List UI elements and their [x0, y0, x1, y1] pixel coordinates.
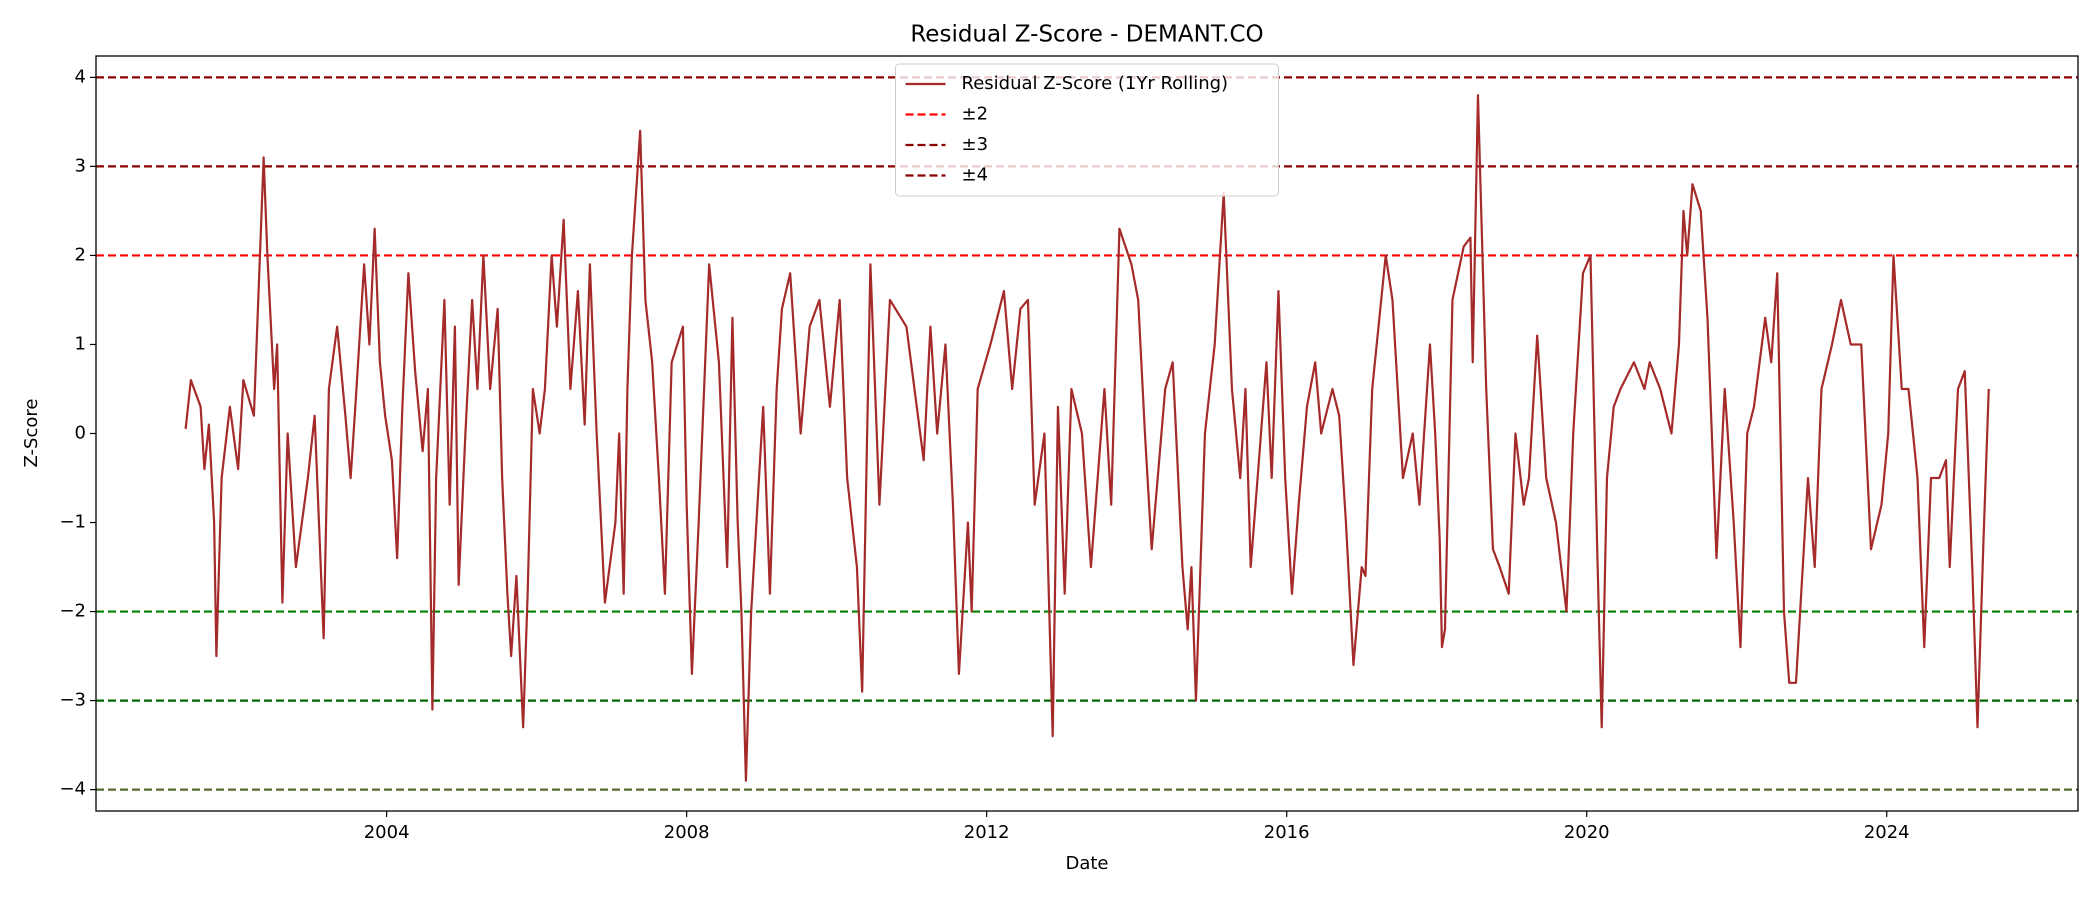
- x-tick-label: 2012: [964, 822, 1010, 843]
- y-tick-label: 1: [75, 333, 86, 354]
- legend-label: ±4: [962, 165, 989, 186]
- y-tick-label: 3: [75, 155, 86, 176]
- y-tick-label: −4: [59, 779, 86, 800]
- y-tick-label: 2: [75, 244, 86, 265]
- y-tick-label: −3: [59, 690, 86, 711]
- series-line: [184, 94, 1990, 782]
- y-tick-label: −1: [59, 512, 86, 533]
- plot-frame: [95, 55, 2079, 812]
- x-tick-label: 2024: [1864, 822, 1910, 843]
- legend-label: Residual Z-Score (1Yr Rolling): [962, 73, 1229, 94]
- legend-box: [895, 63, 1279, 197]
- y-tick-label: 0: [75, 423, 86, 444]
- x-axis-label: Date: [1065, 853, 1108, 874]
- y-axis-label: Z-Score: [21, 399, 42, 468]
- y-tick-label: 4: [75, 66, 86, 87]
- x-tick-label: 2008: [664, 822, 710, 843]
- y-tick-label: −2: [59, 601, 86, 622]
- legend: Residual Z-Score (1Yr Rolling) ±2 ±3 ±4: [895, 63, 1279, 197]
- legend-label: ±2: [962, 104, 989, 125]
- x-tick-label: 2004: [364, 822, 410, 843]
- x-tick-label: 2016: [1264, 822, 1310, 843]
- legend-label: ±3: [962, 134, 989, 155]
- chart-title: Residual Z-Score - DEMANT.CO: [910, 22, 1263, 48]
- x-tick-label: 2020: [1564, 822, 1610, 843]
